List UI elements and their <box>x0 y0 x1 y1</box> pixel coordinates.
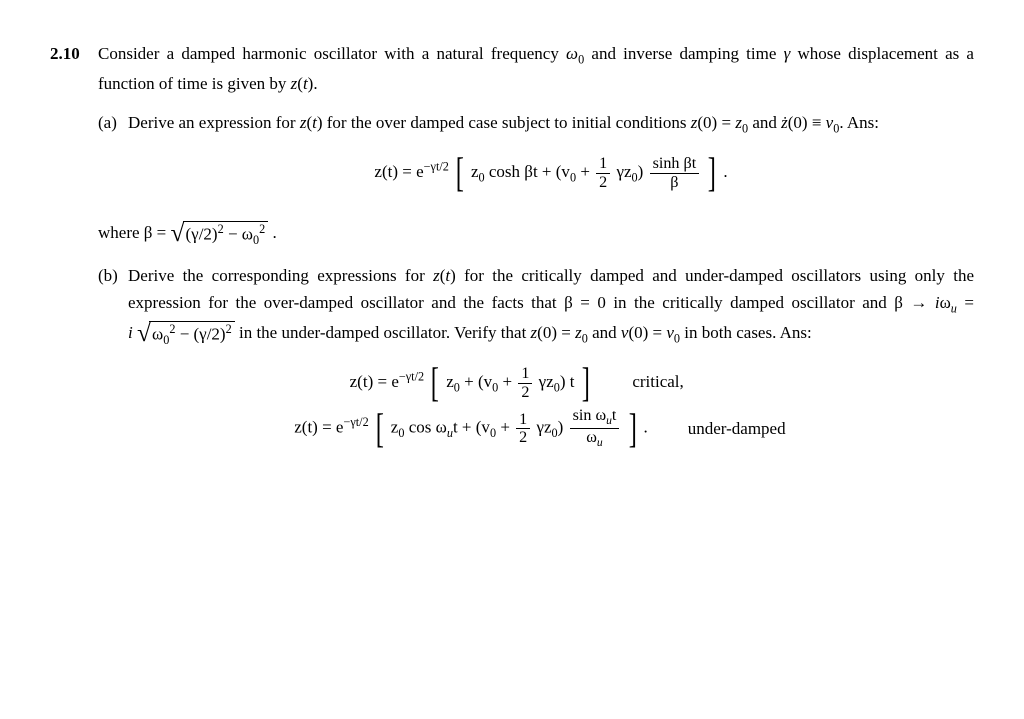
part-a-body: Derive an expression for z(t) for the ov… <box>128 109 974 205</box>
critical-label: critical, <box>632 363 752 400</box>
part-a-equation: z(t) = e−γt/2 [ z0 cosh βt + (v0 + 12 γz… <box>128 153 974 191</box>
part-b-text: Derive the corresponding expressions for… <box>128 266 974 342</box>
part-b: (b) Derive the corresponding expressions… <box>98 262 974 464</box>
under-label: under-damped <box>688 410 808 447</box>
part-a-label: (a) <box>98 109 128 136</box>
part-b-equations: z(t) = e−γt/2 [ z0 + (v0 + 12 γz0) t ] c… <box>128 363 974 450</box>
part-a-text: Derive an expression for z(t) for the ov… <box>128 113 879 132</box>
part-a: (a) Derive an expression for z(t) for th… <box>98 109 974 205</box>
critical-equation-line: z(t) = e−γt/2 [ z0 + (v0 + 12 γz0) t ] c… <box>128 363 974 401</box>
part-b-body: Derive the corresponding expressions for… <box>128 262 974 464</box>
part-a-where: where β = √(γ/2)2 − ω02 . <box>98 219 974 247</box>
problem-intro: Consider a damped harmonic oscillator wi… <box>98 44 974 93</box>
problem-body: Consider a damped harmonic oscillator wi… <box>98 40 974 464</box>
under-equation: z(t) = e−γt/2 [ z0 cos ωut + (v0 + 12 γz… <box>294 407 648 450</box>
problem-block: 2.10 Consider a damped harmonic oscillat… <box>50 40 974 464</box>
under-equation-line: z(t) = e−γt/2 [ z0 cos ωut + (v0 + 12 γz… <box>128 407 974 450</box>
critical-equation: z(t) = e−γt/2 [ z0 + (v0 + 12 γz0) t ] <box>350 363 593 401</box>
problem-number: 2.10 <box>50 40 98 67</box>
part-b-label: (b) <box>98 262 128 289</box>
